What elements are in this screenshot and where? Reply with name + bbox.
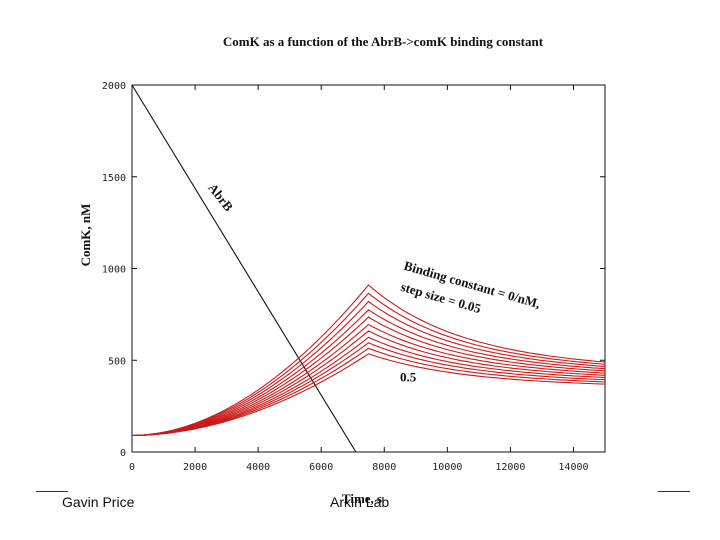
x-tick-label: 8000 — [372, 462, 396, 473]
series-line-comk — [132, 336, 605, 437]
series-line-comk — [132, 292, 605, 437]
y-tick-label: 0 — [120, 448, 126, 459]
y-tick-label: 1000 — [102, 265, 126, 276]
series-line-comk — [132, 330, 605, 437]
footer-rule-left — [36, 491, 68, 492]
x-tick-label: 2000 — [183, 462, 207, 473]
plot-area: 0 2000 4000 6000 8000 10000 12000 14000 0 500 1000… — [102, 81, 606, 473]
series-line-comk — [132, 284, 605, 437]
series-line-comk — [132, 309, 605, 437]
x-tick-label: 6000 — [309, 462, 333, 473]
x-tick-label: 0 — [129, 462, 135, 473]
x-axis-label: Time, s — [342, 491, 382, 506]
annotation-label: 0.5 — [400, 369, 417, 384]
y-tick-label: 2000 — [102, 81, 126, 92]
x-tick-label: 4000 — [246, 462, 270, 473]
series-line-abrb — [132, 85, 357, 452]
chart-title: ComK as a function of the AbrB->comK bin… — [223, 34, 544, 49]
x-tick-label: 10000 — [432, 462, 462, 473]
series-line-comk — [132, 316, 605, 437]
series-line-comk — [132, 323, 605, 437]
footer-author: Gavin Price — [62, 494, 135, 510]
series-line-comk — [132, 347, 605, 437]
y-tick-label: 500 — [108, 356, 126, 367]
series-line-comk — [132, 300, 605, 437]
series-line-comk — [132, 353, 605, 437]
footer-lab: Arkin Lab — [330, 494, 390, 510]
x-tick-label: 12000 — [495, 462, 525, 473]
series-line-comk — [132, 342, 605, 437]
y-axis-label: ComK, nM — [78, 204, 93, 267]
plot-frame — [131, 84, 606, 453]
x-tick-label: 14000 — [558, 462, 588, 473]
annotation-label: AbrB — [205, 180, 236, 214]
footer-rule-right — [658, 491, 690, 492]
y-tick-label: 1500 — [102, 173, 126, 184]
